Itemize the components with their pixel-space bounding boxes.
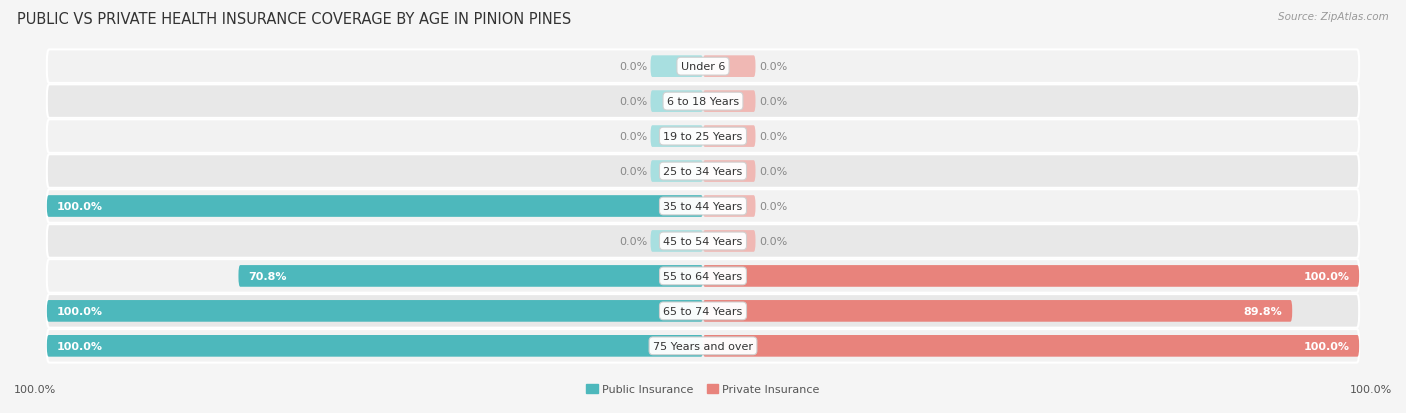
FancyBboxPatch shape (46, 259, 1360, 293)
Text: 0.0%: 0.0% (759, 236, 787, 247)
Text: Source: ZipAtlas.com: Source: ZipAtlas.com (1278, 12, 1389, 22)
Text: 0.0%: 0.0% (619, 166, 647, 177)
FancyBboxPatch shape (239, 266, 703, 287)
FancyBboxPatch shape (703, 161, 755, 183)
Text: 45 to 54 Years: 45 to 54 Years (664, 236, 742, 247)
FancyBboxPatch shape (46, 196, 703, 217)
FancyBboxPatch shape (46, 190, 1360, 223)
Text: 0.0%: 0.0% (619, 236, 647, 247)
FancyBboxPatch shape (703, 91, 755, 113)
FancyBboxPatch shape (46, 300, 703, 322)
FancyBboxPatch shape (703, 126, 755, 147)
FancyBboxPatch shape (651, 56, 703, 78)
Text: 35 to 44 Years: 35 to 44 Years (664, 202, 742, 211)
Text: 19 to 25 Years: 19 to 25 Years (664, 132, 742, 142)
Text: 100.0%: 100.0% (1350, 385, 1392, 394)
FancyBboxPatch shape (46, 85, 1360, 119)
Text: 0.0%: 0.0% (619, 132, 647, 142)
FancyBboxPatch shape (703, 196, 755, 217)
FancyBboxPatch shape (651, 230, 703, 252)
Text: 0.0%: 0.0% (759, 166, 787, 177)
Text: Under 6: Under 6 (681, 62, 725, 72)
Text: 100.0%: 100.0% (1303, 271, 1350, 281)
Text: 65 to 74 Years: 65 to 74 Years (664, 306, 742, 316)
Text: 0.0%: 0.0% (619, 97, 647, 107)
Text: 0.0%: 0.0% (759, 132, 787, 142)
FancyBboxPatch shape (46, 50, 1360, 84)
Text: 100.0%: 100.0% (56, 341, 103, 351)
FancyBboxPatch shape (651, 161, 703, 183)
FancyBboxPatch shape (703, 230, 755, 252)
FancyBboxPatch shape (46, 120, 1360, 154)
Text: 25 to 34 Years: 25 to 34 Years (664, 166, 742, 177)
Text: 100.0%: 100.0% (1303, 341, 1350, 351)
Text: 75 Years and over: 75 Years and over (652, 341, 754, 351)
Text: 89.8%: 89.8% (1244, 306, 1282, 316)
FancyBboxPatch shape (703, 266, 1360, 287)
FancyBboxPatch shape (46, 155, 1360, 188)
Legend: Public Insurance, Private Insurance: Public Insurance, Private Insurance (582, 380, 824, 399)
Text: 100.0%: 100.0% (56, 202, 103, 211)
FancyBboxPatch shape (703, 335, 1360, 357)
FancyBboxPatch shape (46, 335, 703, 357)
Text: 0.0%: 0.0% (759, 62, 787, 72)
Text: 55 to 64 Years: 55 to 64 Years (664, 271, 742, 281)
Text: 0.0%: 0.0% (759, 202, 787, 211)
FancyBboxPatch shape (651, 91, 703, 113)
Text: 100.0%: 100.0% (14, 385, 56, 394)
FancyBboxPatch shape (46, 329, 1360, 363)
Text: 70.8%: 70.8% (249, 271, 287, 281)
FancyBboxPatch shape (703, 300, 1292, 322)
FancyBboxPatch shape (703, 56, 755, 78)
FancyBboxPatch shape (46, 294, 1360, 328)
Text: 6 to 18 Years: 6 to 18 Years (666, 97, 740, 107)
FancyBboxPatch shape (651, 126, 703, 147)
Text: 0.0%: 0.0% (619, 62, 647, 72)
Text: PUBLIC VS PRIVATE HEALTH INSURANCE COVERAGE BY AGE IN PINION PINES: PUBLIC VS PRIVATE HEALTH INSURANCE COVER… (17, 12, 571, 27)
Text: 0.0%: 0.0% (759, 97, 787, 107)
Text: 100.0%: 100.0% (56, 306, 103, 316)
FancyBboxPatch shape (46, 225, 1360, 258)
